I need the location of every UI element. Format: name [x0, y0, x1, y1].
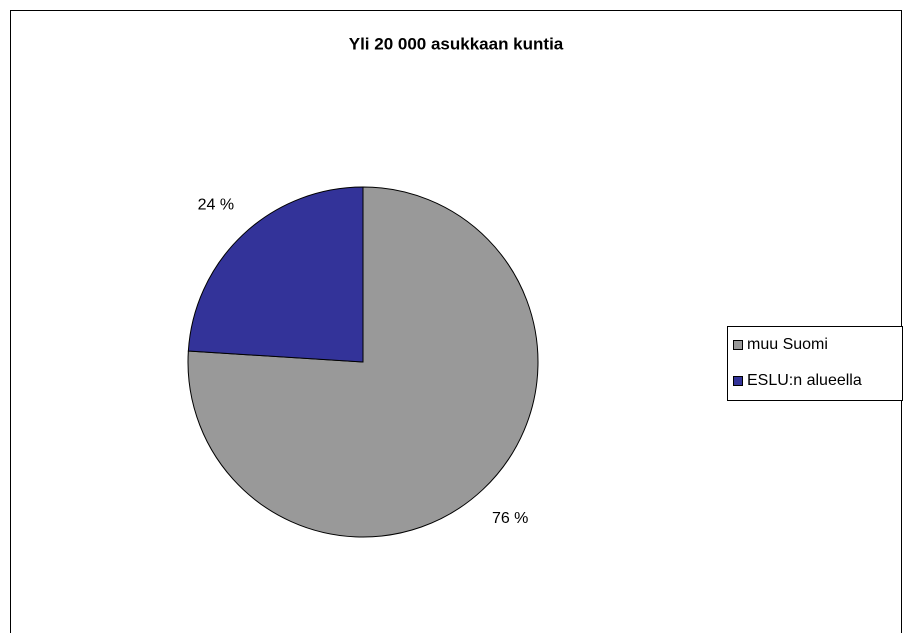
data-label: 24 % — [198, 196, 234, 213]
legend-swatch — [733, 340, 743, 350]
chart-title: Yli 20 000 asukkaan kuntia — [349, 34, 564, 53]
legend-swatch — [733, 376, 743, 386]
data-label: 76 % — [492, 510, 528, 527]
pie-slice — [187, 186, 364, 363]
legend-label: muu Suomi — [747, 336, 828, 353]
legend-label: ESLU:n alueella — [747, 372, 862, 389]
legend-box — [727, 326, 903, 401]
